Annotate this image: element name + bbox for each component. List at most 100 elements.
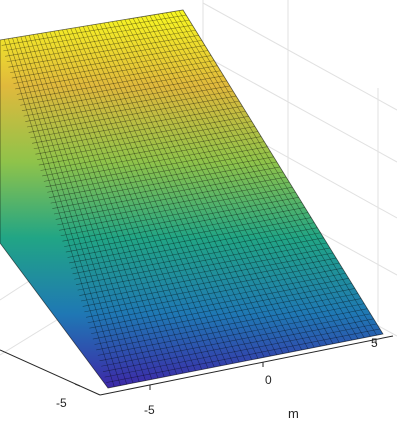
mesh-row-line bbox=[65, 207, 305, 253]
mesh-row-line bbox=[16, 60, 215, 95]
mesh-row-line bbox=[21, 75, 224, 111]
x-axis-line bbox=[0, 349, 101, 396]
mesh-row-line bbox=[94, 293, 359, 345]
mesh-col-line bbox=[49, 31, 184, 374]
grid-line bbox=[202, 2, 397, 111]
mesh-row-line bbox=[26, 90, 234, 128]
mesh-row-line bbox=[57, 181, 290, 226]
surface bbox=[0, 9, 384, 389]
mesh-row-line bbox=[20, 70, 221, 106]
mesh-col-line bbox=[28, 35, 153, 380]
mesh-col-line bbox=[145, 15, 328, 346]
mesh-row-line bbox=[75, 237, 324, 285]
mesh-row-line bbox=[60, 191, 296, 237]
mesh-col-line bbox=[141, 16, 321, 347]
mesh-row-line bbox=[67, 212, 309, 258]
mesh-row-line bbox=[52, 166, 280, 209]
mesh-row-line bbox=[6, 29, 196, 63]
mesh-row-line bbox=[32, 105, 243, 144]
mesh-col-line bbox=[41, 33, 171, 376]
mesh-row-line bbox=[64, 202, 302, 247]
mesh-row-line bbox=[70, 222, 315, 269]
mesh-row-line bbox=[48, 156, 274, 198]
mesh-row-line bbox=[82, 257, 337, 307]
mesh-row-line bbox=[55, 176, 287, 220]
mesh-row-line bbox=[87, 272, 346, 324]
mesh-col-line bbox=[124, 19, 296, 352]
mesh-col-line bbox=[82, 26, 234, 364]
mesh-col-line bbox=[32, 34, 159, 379]
mesh-row-line bbox=[11, 45, 205, 79]
mesh-row-line bbox=[62, 197, 299, 242]
mesh-col-line bbox=[149, 15, 334, 344]
mesh-row-line bbox=[91, 283, 352, 334]
mesh-row-line bbox=[80, 252, 334, 302]
grid-line bbox=[202, 54, 397, 163]
surface-mesh bbox=[1, 10, 380, 387]
mesh-col-line bbox=[157, 13, 346, 342]
mesh-row-line bbox=[79, 247, 330, 296]
x-tick bbox=[74, 383, 81, 387]
mesh-row-line bbox=[43, 141, 265, 182]
y-axis-line bbox=[99, 335, 394, 396]
surface-patch bbox=[0, 9, 384, 389]
mesh-row-line bbox=[10, 40, 202, 73]
mesh-col-line bbox=[174, 11, 371, 337]
mesh-row-line bbox=[89, 278, 349, 329]
mesh-col-line bbox=[78, 26, 228, 365]
mesh-row-line bbox=[5, 24, 193, 57]
mesh-col-line bbox=[8, 38, 121, 386]
mesh-col-line bbox=[12, 37, 128, 385]
mesh-col-line bbox=[170, 11, 365, 338]
mesh-row-line bbox=[33, 110, 246, 150]
mesh-row-line bbox=[15, 55, 212, 90]
mesh-row-line bbox=[74, 232, 321, 280]
mesh-row-line bbox=[53, 171, 284, 215]
mesh-row-line bbox=[101, 313, 371, 367]
mesh-col-line bbox=[87, 25, 240, 363]
mesh-row-line bbox=[50, 161, 277, 204]
mesh-row-line bbox=[37, 121, 252, 160]
mesh-col-line bbox=[128, 18, 303, 351]
y-tick-label: 0 bbox=[265, 373, 272, 387]
mesh-row-line bbox=[18, 65, 218, 101]
mesh-row-line bbox=[3, 19, 190, 52]
mesh-col-line bbox=[91, 24, 246, 362]
mesh-row-line bbox=[13, 50, 209, 84]
mesh-row-line bbox=[38, 126, 255, 166]
mesh-row-line bbox=[96, 298, 362, 351]
mesh-row-line bbox=[106, 328, 380, 383]
mesh-row-line bbox=[45, 146, 268, 188]
mesh-row-line bbox=[40, 131, 259, 171]
mesh-row-line bbox=[59, 186, 293, 231]
y-tick-label: 5 bbox=[371, 336, 378, 350]
mesh-col-line bbox=[120, 20, 290, 353]
mesh-row-line bbox=[72, 227, 318, 275]
mesh-col-line bbox=[3, 39, 115, 387]
mesh-row-line bbox=[25, 85, 230, 122]
mesh-row-line bbox=[104, 323, 377, 378]
y-tick-label: -5 bbox=[144, 403, 155, 417]
mesh-col-line bbox=[74, 27, 221, 367]
x-tick-label: -5 bbox=[56, 396, 67, 410]
mesh-col-line bbox=[103, 22, 265, 358]
mesh-col-line bbox=[62, 29, 203, 370]
mesh-col-line bbox=[20, 36, 140, 382]
mesh-row-line bbox=[23, 80, 227, 117]
mesh-row-line bbox=[69, 217, 312, 264]
mesh-col-line bbox=[161, 13, 353, 341]
mesh-col-line bbox=[16, 37, 134, 384]
mesh-row-line bbox=[47, 151, 271, 193]
mesh-row-line bbox=[30, 100, 240, 139]
mesh-col-line bbox=[45, 32, 178, 375]
mesh-col-line bbox=[99, 23, 259, 359]
mesh-col-line bbox=[107, 22, 271, 357]
mesh-row-line bbox=[97, 303, 365, 356]
mesh-row-line bbox=[42, 136, 262, 177]
mesh-col-line bbox=[24, 35, 146, 381]
mesh-col-line bbox=[95, 24, 253, 360]
mesh-col-line bbox=[53, 31, 190, 373]
mesh-col-line bbox=[57, 30, 196, 371]
mesh-row-line bbox=[1, 14, 187, 46]
